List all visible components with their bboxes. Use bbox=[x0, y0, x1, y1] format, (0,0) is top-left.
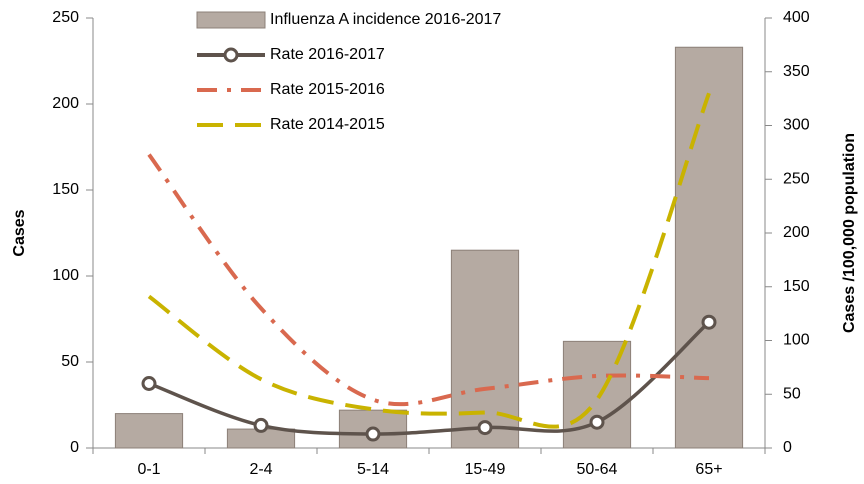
bar bbox=[674, 46, 744, 449]
line-marker bbox=[141, 376, 157, 391]
y2-tick-label: 200 bbox=[783, 224, 810, 241]
y-tick-label: 200 bbox=[52, 95, 79, 112]
legend-label: Rate 2014-2015 bbox=[270, 116, 385, 133]
y2-tick-label: 0 bbox=[783, 439, 792, 456]
legend-marker bbox=[223, 47, 239, 63]
y2-axis-title: Cases /100,000 population bbox=[841, 133, 858, 333]
y-tick-label: 100 bbox=[52, 267, 79, 284]
y2-tick-label: 300 bbox=[783, 117, 810, 134]
x-tick-label: 15-49 bbox=[465, 461, 506, 478]
line-marker bbox=[701, 314, 717, 330]
y-tick-label: 50 bbox=[61, 353, 79, 370]
x-tick-label: 5-14 bbox=[357, 461, 389, 478]
x-tick-label: 50-64 bbox=[577, 461, 618, 478]
bar bbox=[114, 413, 184, 449]
y-axis-title: Cases bbox=[11, 209, 28, 256]
y2-tick-label: 350 bbox=[783, 63, 810, 80]
y-tick-label: 250 bbox=[52, 9, 79, 26]
legend-swatch bbox=[196, 11, 266, 29]
line-marker bbox=[365, 426, 381, 442]
x-tick-label: 0-1 bbox=[137, 461, 160, 478]
y2-tick-label: 50 bbox=[783, 385, 801, 402]
line-marker bbox=[477, 420, 493, 436]
legend-label: Rate 2015-2016 bbox=[270, 81, 385, 98]
y2-tick-label: 250 bbox=[783, 170, 810, 187]
line-marker bbox=[253, 417, 269, 433]
y-tick-label: 150 bbox=[52, 181, 79, 198]
legend-label: Influenza A incidence 2016-2017 bbox=[270, 11, 501, 28]
y2-tick-label: 400 bbox=[783, 9, 810, 26]
bar bbox=[450, 249, 520, 449]
y2-tick-label: 150 bbox=[783, 278, 810, 295]
legend-label: Rate 2016-2017 bbox=[270, 46, 385, 63]
line bbox=[147, 153, 710, 407]
line bbox=[148, 320, 711, 436]
y2-tick-label: 100 bbox=[783, 332, 810, 349]
y-tick-label: 0 bbox=[70, 439, 79, 456]
line-marker bbox=[589, 414, 605, 430]
x-tick-label: 65+ bbox=[695, 461, 722, 478]
x-tick-label: 2-4 bbox=[249, 461, 272, 478]
line bbox=[147, 92, 711, 429]
